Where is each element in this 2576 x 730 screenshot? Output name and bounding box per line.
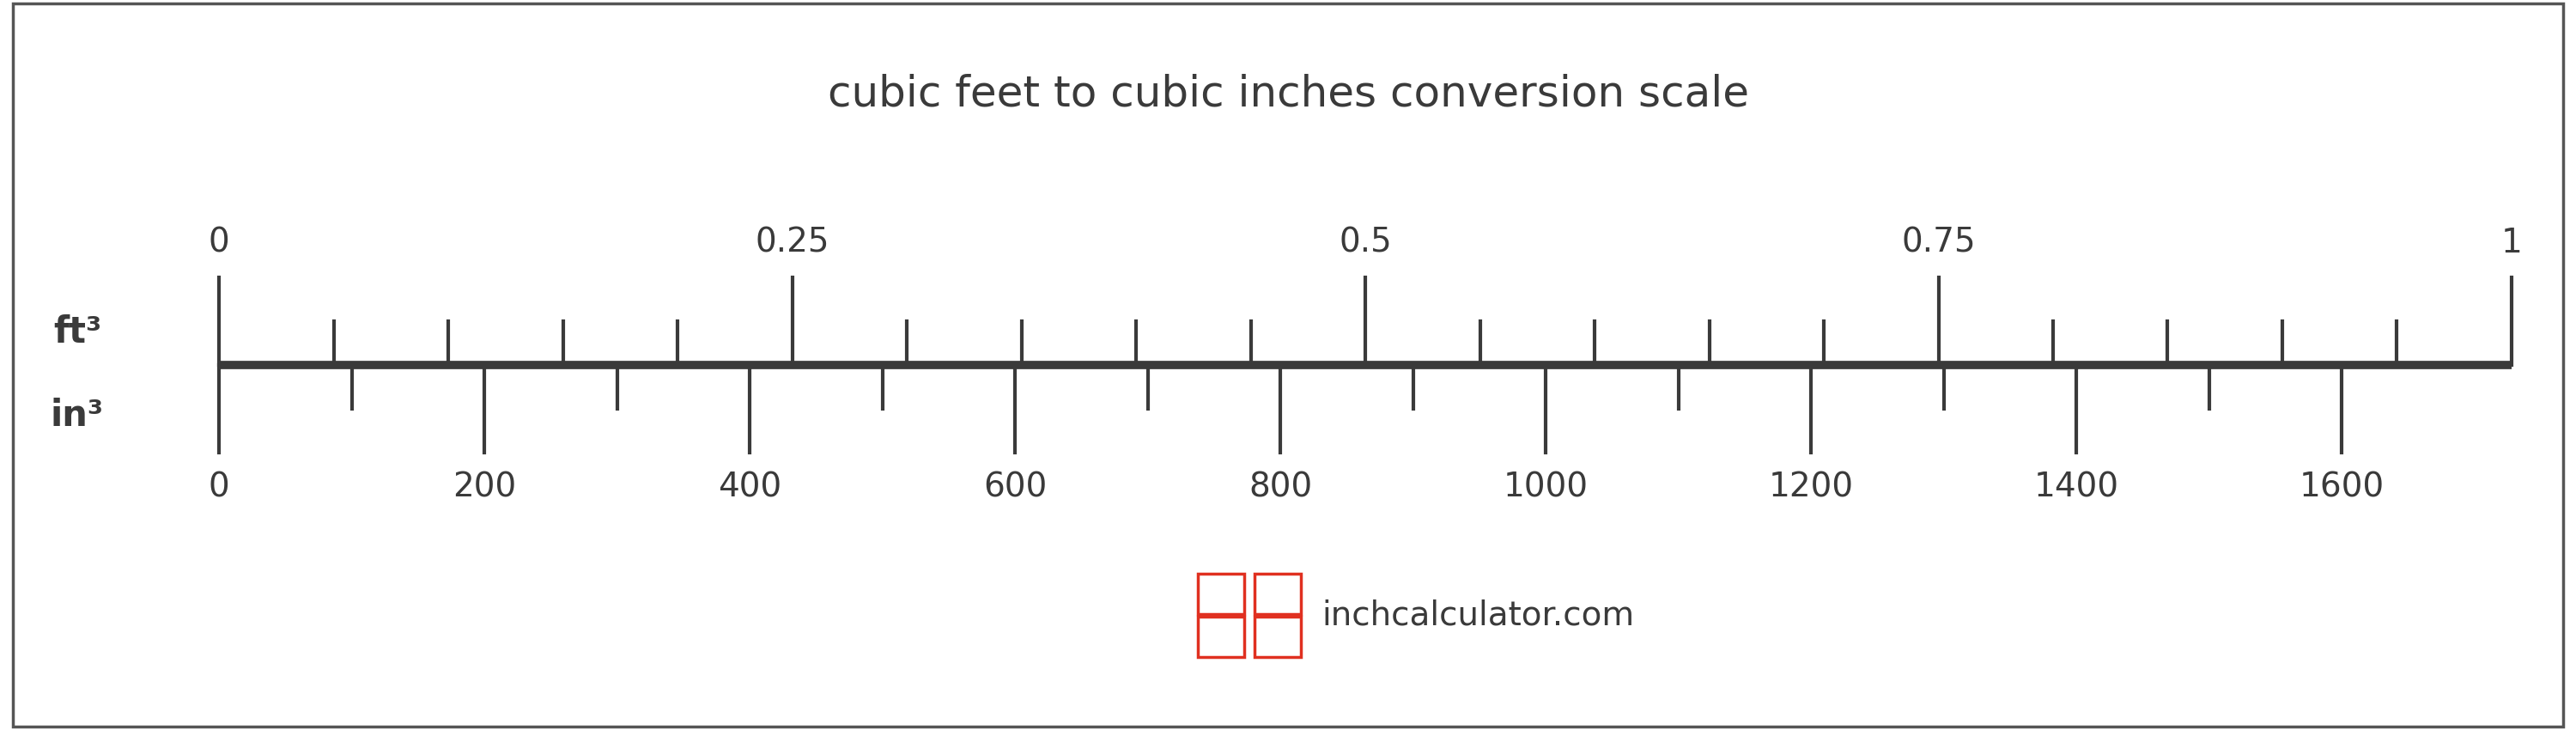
Text: 0.25: 0.25 (755, 226, 829, 259)
Text: inchcalculator.com: inchcalculator.com (1321, 599, 1633, 631)
Bar (1255, 617, 1301, 657)
Text: cubic feet to cubic inches conversion scale: cubic feet to cubic inches conversion sc… (827, 73, 1749, 114)
Bar (1255, 574, 1301, 614)
Text: 0.5: 0.5 (1340, 226, 1391, 259)
Text: 1: 1 (2501, 226, 2522, 259)
Text: 600: 600 (984, 471, 1046, 504)
Bar (1198, 617, 1244, 657)
Text: 1000: 1000 (1504, 471, 1589, 504)
Text: 0: 0 (209, 226, 229, 259)
Text: 0.75: 0.75 (1901, 226, 1976, 259)
Text: 1200: 1200 (1770, 471, 1855, 504)
Bar (1198, 574, 1244, 614)
Text: 1600: 1600 (2300, 471, 2385, 504)
Text: in³: in³ (52, 398, 103, 434)
Text: 0: 0 (209, 471, 229, 504)
Text: 200: 200 (453, 471, 515, 504)
Text: 1400: 1400 (2035, 471, 2120, 504)
Text: ft³: ft³ (54, 314, 100, 350)
Text: 800: 800 (1249, 471, 1311, 504)
Text: 400: 400 (719, 471, 781, 504)
